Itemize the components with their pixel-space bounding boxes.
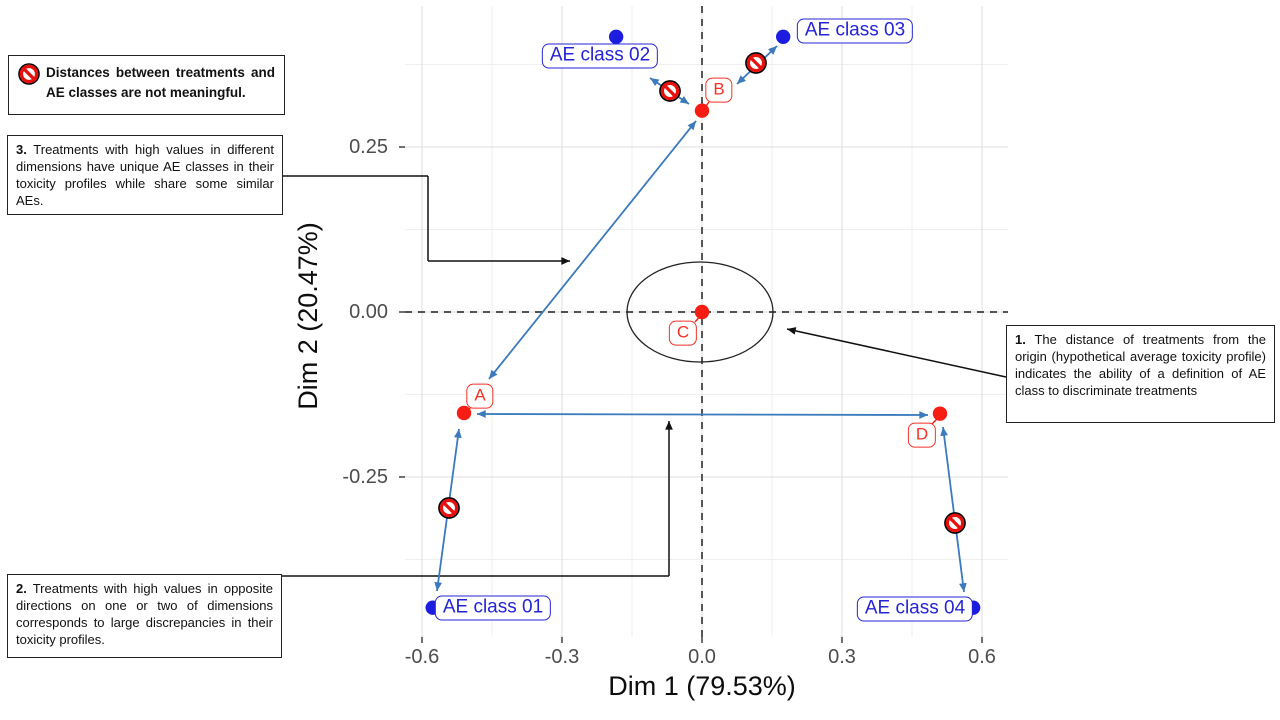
arrowhead — [737, 75, 746, 84]
comparison-arrow — [488, 120, 697, 380]
arrowhead — [919, 411, 928, 419]
note-distances-warning: Distances between treatments and AE clas… — [8, 55, 285, 115]
y-tick-label: 0.00 — [349, 301, 388, 323]
arrowhead — [679, 95, 689, 104]
no-entry-slash — [663, 84, 677, 98]
note-3-number: 3. — [16, 142, 27, 157]
point-ae-class-03 — [776, 29, 791, 44]
treatment-label-c: C — [668, 320, 698, 346]
point-c — [694, 304, 710, 320]
note-2-number: 2. — [16, 581, 27, 596]
y-axis-title: Dim 2 (20.47%) — [293, 222, 323, 410]
x-tick-label: 0.0 — [688, 646, 716, 668]
x-tick-label: 0.6 — [968, 646, 996, 668]
y-tick-label: -0.25 — [342, 466, 388, 488]
note-1-text: The distance of treatments from the orig… — [1015, 332, 1266, 398]
treatment-label-b: B — [705, 77, 733, 103]
y-tick-label: 0.25 — [349, 136, 388, 158]
arrowhead — [959, 582, 967, 592]
arrowhead — [768, 46, 777, 55]
x-tick-label: 0.3 — [828, 646, 856, 668]
ae-class-label-ae-class-03: AE class 03 — [796, 18, 914, 44]
treatment-label-a: A — [466, 383, 494, 409]
x-tick-label: -0.6 — [404, 646, 440, 668]
arrowhead — [561, 257, 570, 265]
ae-class-label-ae-class-01: AE class 01 — [434, 595, 552, 621]
no-entry-slash — [442, 501, 456, 515]
note-2-text: Treatments with high values in opposite … — [16, 581, 273, 647]
no-entry-slash — [749, 56, 763, 70]
arrowhead — [453, 429, 462, 439]
warning-text: Distances between treatments and AE clas… — [46, 65, 275, 100]
point-d — [932, 406, 948, 421]
arrowhead — [665, 421, 673, 430]
note-1-number: 1. — [1015, 332, 1026, 347]
point-a — [456, 405, 472, 421]
comparison-arrow — [942, 426, 965, 593]
comparison-arrow — [476, 413, 929, 416]
arrowhead — [477, 410, 486, 418]
ae-class-label-ae-class-04: AE class 04 — [856, 596, 974, 622]
arrowhead — [687, 121, 696, 131]
origin-ellipse — [626, 261, 774, 363]
ae-class-label-ae-class-02: AE class 02 — [541, 43, 659, 69]
treatment-label-d: D — [907, 422, 937, 448]
note-3: 3. Treatments with high values in differ… — [7, 135, 283, 215]
note-1: 1. The distance of treatments from the o… — [1006, 325, 1275, 423]
arrowhead — [940, 427, 948, 437]
arrowhead — [434, 581, 443, 591]
point-ae-class-02 — [608, 29, 624, 44]
note-connector-note1 — [786, 328, 1007, 378]
no-entry-slash — [948, 516, 962, 530]
arrowhead — [787, 327, 797, 335]
x-axis-title: Dim 1 (79.53%) — [608, 671, 796, 701]
note-2: 2. Treatments with high values in opposi… — [7, 574, 282, 658]
arrowhead — [650, 78, 660, 87]
arrowhead — [489, 369, 498, 379]
no-entry-icon — [18, 63, 40, 85]
note-3-text: Treatments with high values in different… — [16, 142, 274, 208]
x-tick-label: -0.3 — [544, 646, 580, 668]
point-b — [694, 103, 710, 118]
